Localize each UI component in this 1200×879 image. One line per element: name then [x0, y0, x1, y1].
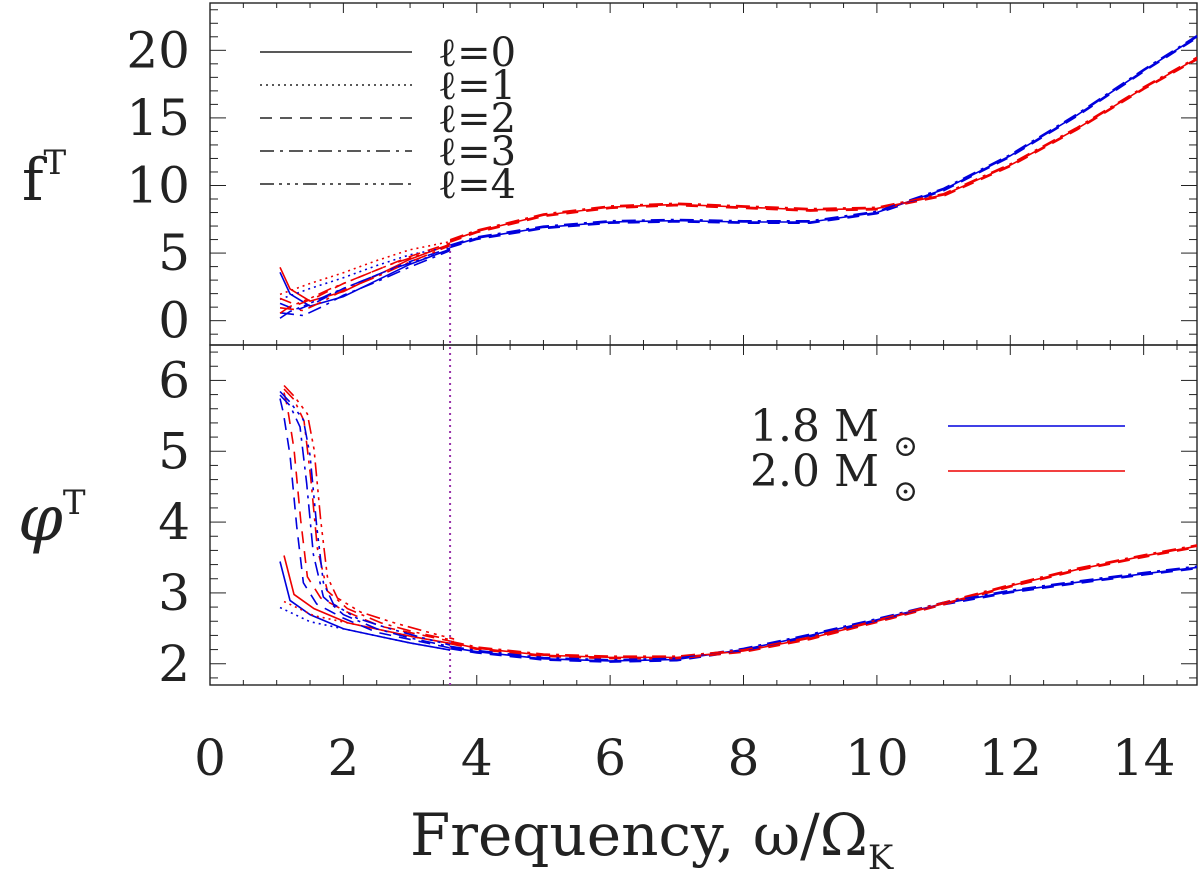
legend-l-label: ℓ=1: [438, 63, 516, 109]
top-curve-2.0: [449, 57, 1198, 242]
bottom-y-tick-label: 3: [158, 564, 190, 622]
top-low-branch-1.8: [279, 248, 451, 307]
legend-l-values: ℓ=0ℓ=1ℓ=2ℓ=3ℓ=4: [260, 30, 516, 208]
x-tick-label: 2: [327, 729, 359, 787]
legend-mass-label: 1.8 M: [750, 401, 879, 452]
bottom-y-tick-label: 2: [158, 635, 190, 693]
x-tick-label: 4: [461, 729, 493, 787]
top-panel-frame: [209, 2, 1198, 346]
top-y-axis-label-subscript: T: [43, 143, 66, 183]
top-y-tick-labels: 0 5 10 15 20: [126, 21, 190, 349]
legend-mass-label: 2.0 M: [750, 446, 879, 497]
bottom-low-branch-1.8: [279, 394, 451, 648]
bottom-low-branch-2.0: [283, 555, 455, 645]
top-y-tick-label: 5: [158, 224, 190, 282]
legend-l-label: ℓ=2: [438, 96, 516, 142]
data-curves: [279, 34, 1198, 663]
top-low-branch-2.0: [279, 243, 451, 314]
top-y-tick-label: 20: [126, 21, 190, 79]
bottom-low-branch-1.8: [279, 561, 451, 651]
bottom-low-branch-1.8: [279, 390, 451, 646]
top-low-branch-1.8: [279, 248, 451, 319]
bottom-curve-2.0: [449, 544, 1198, 657]
bottom-curve-2.0: [449, 545, 1198, 659]
bottom-low-branch-2.0: [283, 388, 455, 642]
bottom-curve-1.8: [449, 567, 1198, 663]
top-y-tick-label: 0: [158, 292, 190, 350]
top-curve-1.8: [449, 34, 1198, 246]
legend-l-label: ℓ=4: [438, 162, 516, 208]
axis-ticks: [209, 3, 1197, 685]
top-low-branch-1.8: [279, 249, 451, 317]
x-axis-label: Frequency, ω/ΩK: [410, 801, 894, 878]
bottom-curve-1.8: [449, 565, 1198, 661]
legend-mass: 1.8 M ⊙ 2.0 M ⊙: [750, 401, 1125, 509]
bottom-y-tick-label: 6: [158, 351, 190, 409]
top-low-branch-2.0: [279, 244, 451, 312]
bottom-y-axis-label-subscript: T: [63, 483, 86, 523]
bottom-y-axis-label: φT: [18, 482, 86, 556]
top-curve-1.8: [449, 36, 1198, 248]
top-low-branch-2.0: [279, 243, 451, 302]
legend-l-label: ℓ=3: [438, 129, 516, 175]
sun-symbol: ⊙: [893, 474, 918, 509]
top-curve-1.8: [449, 37, 1198, 249]
bottom-y-tick-labels: 2 3 4 5 6: [158, 351, 190, 692]
top-low-branch-2.0: [279, 240, 451, 296]
x-tick-label: 12: [978, 729, 1042, 787]
top-y-axis-label: fT: [22, 143, 66, 214]
x-tick-label: 0: [194, 729, 226, 787]
x-tick-labels: 0 2 4 6 8 10 12 14: [194, 729, 1175, 787]
x-axis-label-subscript: K: [868, 838, 894, 878]
x-tick-label: 10: [845, 729, 909, 787]
top-y-tick-label: 10: [126, 156, 190, 214]
top-curve-2.0: [449, 56, 1198, 241]
x-tick-label: 8: [728, 729, 760, 787]
bottom-low-branch-1.8: [279, 606, 451, 651]
top-curve-2.0: [449, 58, 1198, 243]
bottom-low-branch-2.0: [283, 384, 455, 640]
x-tick-label: 14: [1112, 729, 1176, 787]
bottom-y-tick-label: 5: [158, 422, 190, 480]
bottom-curve-2.0: [449, 546, 1198, 660]
top-low-branch-1.8: [279, 245, 451, 301]
bottom-curve-1.8: [449, 566, 1198, 662]
legend-l-label: ℓ=0: [438, 30, 516, 76]
x-tick-label: 6: [594, 729, 626, 787]
bottom-y-tick-label: 4: [158, 493, 190, 551]
top-y-tick-label: 15: [126, 89, 190, 147]
bottom-panel-frame: [209, 344, 1198, 686]
sun-symbol: ⊙: [893, 429, 918, 464]
